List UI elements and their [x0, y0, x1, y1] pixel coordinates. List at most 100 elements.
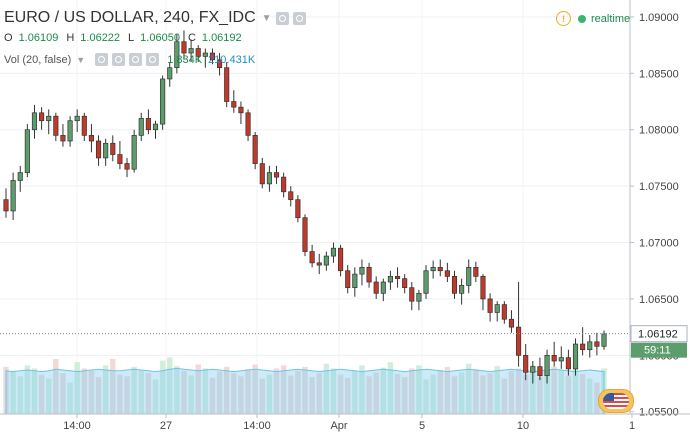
candle-up [138, 118, 144, 136]
volume-bar [195, 364, 201, 414]
open-label: O [4, 32, 13, 44]
volume-bar [81, 368, 88, 414]
candle-down [81, 115, 87, 136]
candle-down [523, 354, 529, 373]
volume-bar [537, 377, 543, 414]
volume-bar [394, 373, 401, 414]
candle-up [423, 270, 429, 294]
candle-up [466, 267, 472, 286]
volume-bar [423, 379, 429, 414]
volume-bar [508, 370, 515, 414]
price-tick-label: 1.07500 [639, 181, 679, 193]
candle-up [494, 304, 500, 313]
volume-bar [579, 373, 586, 414]
volume-bar [302, 366, 308, 414]
candle-up [17, 172, 23, 181]
chevron-down-icon[interactable]: ▼ [261, 12, 272, 24]
volume-bar [24, 365, 31, 414]
candle-up [530, 366, 536, 373]
plus-icon[interactable] [129, 53, 143, 66]
volume-bar [216, 371, 223, 414]
candle-up [430, 267, 436, 272]
time-axis[interactable]: 14:00 27 14:00 Apr 5 10 1 [0, 413, 690, 432]
symbol-title-row[interactable]: EURO / US DOLLAR, 240, FX_IDC ▼ [4, 8, 306, 28]
candle-up [572, 343, 579, 370]
volume-bar [266, 374, 273, 414]
price-tick-label: 1.05500 [639, 407, 679, 419]
gear-icon[interactable] [275, 11, 289, 25]
price-tick-label: 1.08500 [639, 68, 679, 80]
warning-icon[interactable]: ! [556, 11, 571, 26]
gear-icon[interactable] [292, 11, 306, 25]
symbol-title[interactable]: EURO / US DOLLAR, 240, FX_IDC [4, 9, 256, 26]
volume-bar [401, 377, 408, 414]
candle-up [103, 142, 109, 159]
volume-bar [373, 372, 379, 414]
close-icon[interactable] [146, 53, 160, 66]
status-dot-icon [578, 14, 586, 23]
candle-up [160, 78, 166, 125]
volume-bar [131, 366, 137, 414]
candle-down [245, 112, 251, 136]
volume-value: 1.834K [167, 53, 203, 66]
candle-down [217, 59, 223, 69]
volume-bar [494, 366, 500, 414]
volume-bar [60, 373, 66, 414]
candle-up [544, 354, 550, 376]
volume-bar [565, 376, 572, 414]
candle-down [309, 251, 315, 264]
candle-down [110, 142, 116, 155]
time-tick-label: 10 [517, 420, 529, 432]
candle-down [409, 287, 415, 302]
candle-up [152, 123, 159, 131]
candle-down [444, 270, 450, 277]
candle-down [394, 276, 401, 279]
candle-up [167, 67, 173, 80]
volume-bar [544, 372, 550, 414]
time-tick-label: 5 [419, 420, 425, 432]
eye-icon[interactable] [95, 53, 109, 66]
candle-up [46, 115, 52, 122]
last-price-tag: 1.06192 [630, 325, 688, 343]
low-value: 1.06050 [140, 32, 180, 44]
us-flag-icon[interactable] [598, 389, 634, 413]
price-tick-label: 1.06500 [639, 294, 679, 306]
volume-study-label[interactable]: Vol (20, false) [4, 53, 72, 66]
bar-countdown-label: 59:11 [644, 345, 671, 357]
volume-bar [280, 365, 287, 414]
last-price-label: 1.06192 [638, 329, 678, 341]
realtime-label: realtime [591, 12, 631, 25]
candle-up [131, 135, 137, 170]
candlestick-series [3, 30, 607, 384]
volume-bar [223, 366, 230, 414]
high-value: 1.06222 [80, 32, 121, 44]
realtime-indicator[interactable]: ! realtime [556, 11, 630, 26]
candle-down [145, 118, 151, 131]
volume-bar [451, 376, 458, 414]
candle-down [181, 41, 187, 54]
candle-down [580, 343, 586, 351]
volume-bar [337, 374, 344, 414]
candle-down [60, 135, 66, 142]
candle-down [302, 217, 308, 252]
volume-ma-area [5, 367, 605, 415]
chevron-down-icon[interactable]: ▼ [76, 54, 86, 65]
volume-bar [473, 369, 479, 414]
candle-down [224, 67, 230, 102]
candle-up [416, 292, 422, 302]
gear-icon[interactable] [112, 53, 126, 66]
volume-bar [487, 373, 493, 414]
volume-bar [174, 366, 180, 414]
candle-down [473, 267, 479, 277]
candle-down [594, 341, 600, 347]
volume-bar [551, 366, 557, 414]
volume-legend[interactable]: Vol (20, false) ▼ 1.834K 210.431K [4, 53, 255, 66]
candle-down [437, 267, 443, 272]
time-tick-label: 14:00 [243, 420, 271, 432]
candle-down [288, 191, 294, 201]
volume-bar [366, 376, 372, 414]
volume-bar [273, 368, 280, 414]
candle-up [74, 115, 80, 122]
time-tick-label: 1 [629, 420, 635, 432]
